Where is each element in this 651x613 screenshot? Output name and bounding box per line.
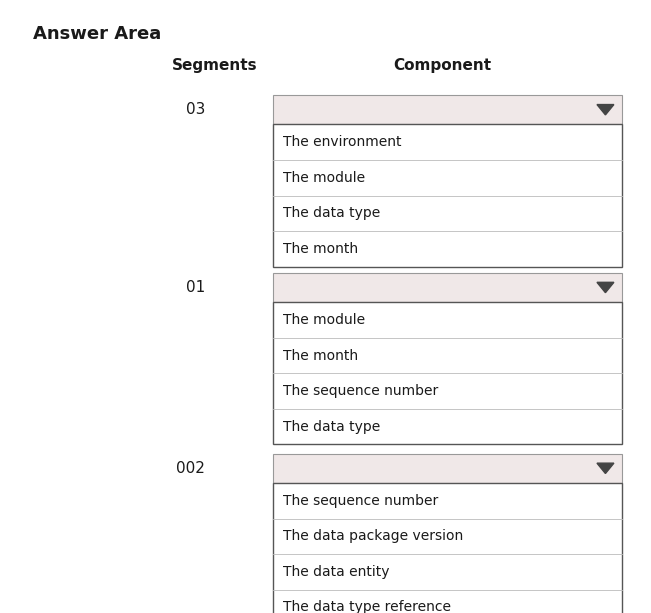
Polygon shape: [597, 463, 614, 473]
Polygon shape: [597, 283, 614, 292]
Text: Component: Component: [394, 58, 492, 73]
Text: The data entity: The data entity: [283, 565, 390, 579]
Text: The environment: The environment: [283, 135, 402, 149]
Polygon shape: [597, 105, 614, 115]
Text: The sequence number: The sequence number: [283, 384, 438, 398]
Text: 01: 01: [186, 280, 205, 295]
Text: The data type: The data type: [283, 420, 380, 433]
Text: 002: 002: [176, 461, 205, 476]
FancyBboxPatch shape: [273, 483, 622, 613]
Text: The module: The module: [283, 171, 365, 185]
Text: The month: The month: [283, 242, 358, 256]
Text: The data package version: The data package version: [283, 530, 464, 543]
Text: The data type reference: The data type reference: [283, 601, 451, 613]
FancyBboxPatch shape: [273, 302, 622, 444]
Text: Segments: Segments: [172, 58, 258, 73]
Text: The module: The module: [283, 313, 365, 327]
Text: The month: The month: [283, 349, 358, 362]
Text: The sequence number: The sequence number: [283, 494, 438, 508]
FancyBboxPatch shape: [273, 95, 622, 124]
Text: Answer Area: Answer Area: [33, 25, 161, 42]
FancyBboxPatch shape: [273, 124, 622, 267]
FancyBboxPatch shape: [273, 273, 622, 302]
Text: 03: 03: [186, 102, 205, 117]
Text: The data type: The data type: [283, 207, 380, 220]
FancyBboxPatch shape: [273, 454, 622, 483]
